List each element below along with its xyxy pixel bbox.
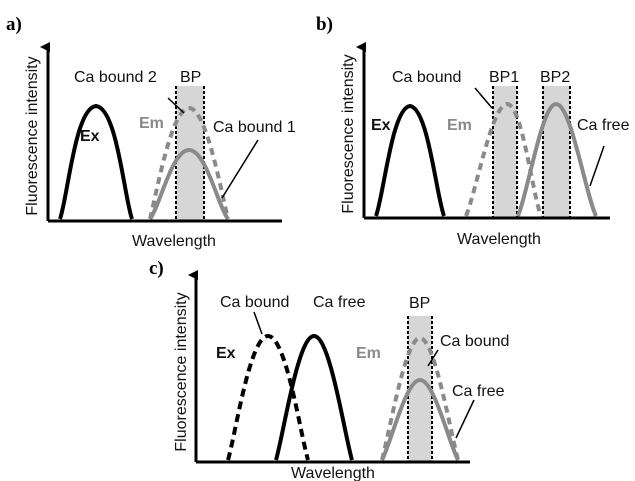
ex-curve bbox=[58, 103, 134, 220]
leader-em-ca-free bbox=[455, 399, 475, 439]
bp-label: BP bbox=[409, 295, 430, 312]
leader-ca-bound-1 bbox=[221, 139, 259, 199]
ca-free-label: Ca free bbox=[577, 117, 630, 134]
bp-label: BP bbox=[180, 69, 201, 86]
em-curve-ca-bound-1 bbox=[148, 147, 230, 221]
ca-bound-1-label: Ca bound 1 bbox=[213, 119, 296, 136]
y-axis-label: Fluorescence intensity bbox=[24, 56, 41, 215]
ex-label: Ex bbox=[216, 345, 236, 362]
em-curve-ca-free bbox=[516, 101, 598, 217]
em-curve-ca-bound-2 bbox=[148, 105, 230, 220]
y-axis-label: Fluorescence intensity bbox=[340, 54, 357, 213]
ex-curve-ca-bound bbox=[226, 333, 310, 461]
ex-label: Ex bbox=[371, 117, 391, 134]
panel-a: a) Wavelength Fluorescence intensity Ex … bbox=[6, 14, 296, 250]
leader-ex-ca-bound bbox=[253, 311, 263, 335]
bp2-label: BP2 bbox=[540, 69, 570, 86]
leader-ca-bound bbox=[474, 87, 493, 109]
bp1-band bbox=[493, 86, 517, 218]
x-axis-label: Wavelength bbox=[291, 465, 375, 481]
ex-curve-ca-free bbox=[274, 333, 354, 461]
ex-curve bbox=[374, 103, 446, 217]
y-axis-label: Fluorescence intensity bbox=[173, 292, 190, 451]
panel-c: c) Wavelength Fluorescence intensity Ex … bbox=[149, 258, 509, 481]
leader-em-ca-bound bbox=[427, 349, 439, 367]
em-ca-bound-label: Ca bound bbox=[440, 333, 509, 350]
ex-label: Ex bbox=[80, 128, 100, 145]
leader-ca-free bbox=[589, 145, 605, 187]
em-label: Em bbox=[447, 117, 472, 134]
bp2-band bbox=[543, 86, 570, 218]
leader-ca-bound-2 bbox=[167, 97, 185, 114]
panel-c-label: c) bbox=[149, 258, 164, 279]
ca-bound-2-label: Ca bound 2 bbox=[74, 69, 157, 86]
em-curve-ca-free bbox=[380, 377, 460, 461]
panel-b-label: b) bbox=[316, 14, 333, 35]
ca-bound-label: Ca bound bbox=[392, 69, 461, 86]
bp1-label: BP1 bbox=[489, 69, 519, 86]
ex-ca-bound-label: Ca bound bbox=[220, 294, 289, 311]
x-axis-label: Wavelength bbox=[457, 231, 541, 248]
x-axis-label: Wavelength bbox=[132, 233, 216, 250]
em-label: Em bbox=[356, 345, 381, 362]
ex-ca-free-label: Ca free bbox=[313, 294, 366, 311]
em-curve-ca-bound bbox=[464, 101, 543, 217]
panel-b: b) Wavelength Fluorescence intensity Ex … bbox=[316, 14, 630, 248]
panel-a-label: a) bbox=[6, 14, 22, 35]
em-label: Em bbox=[139, 115, 164, 132]
em-ca-free-label: Ca free bbox=[452, 383, 505, 400]
